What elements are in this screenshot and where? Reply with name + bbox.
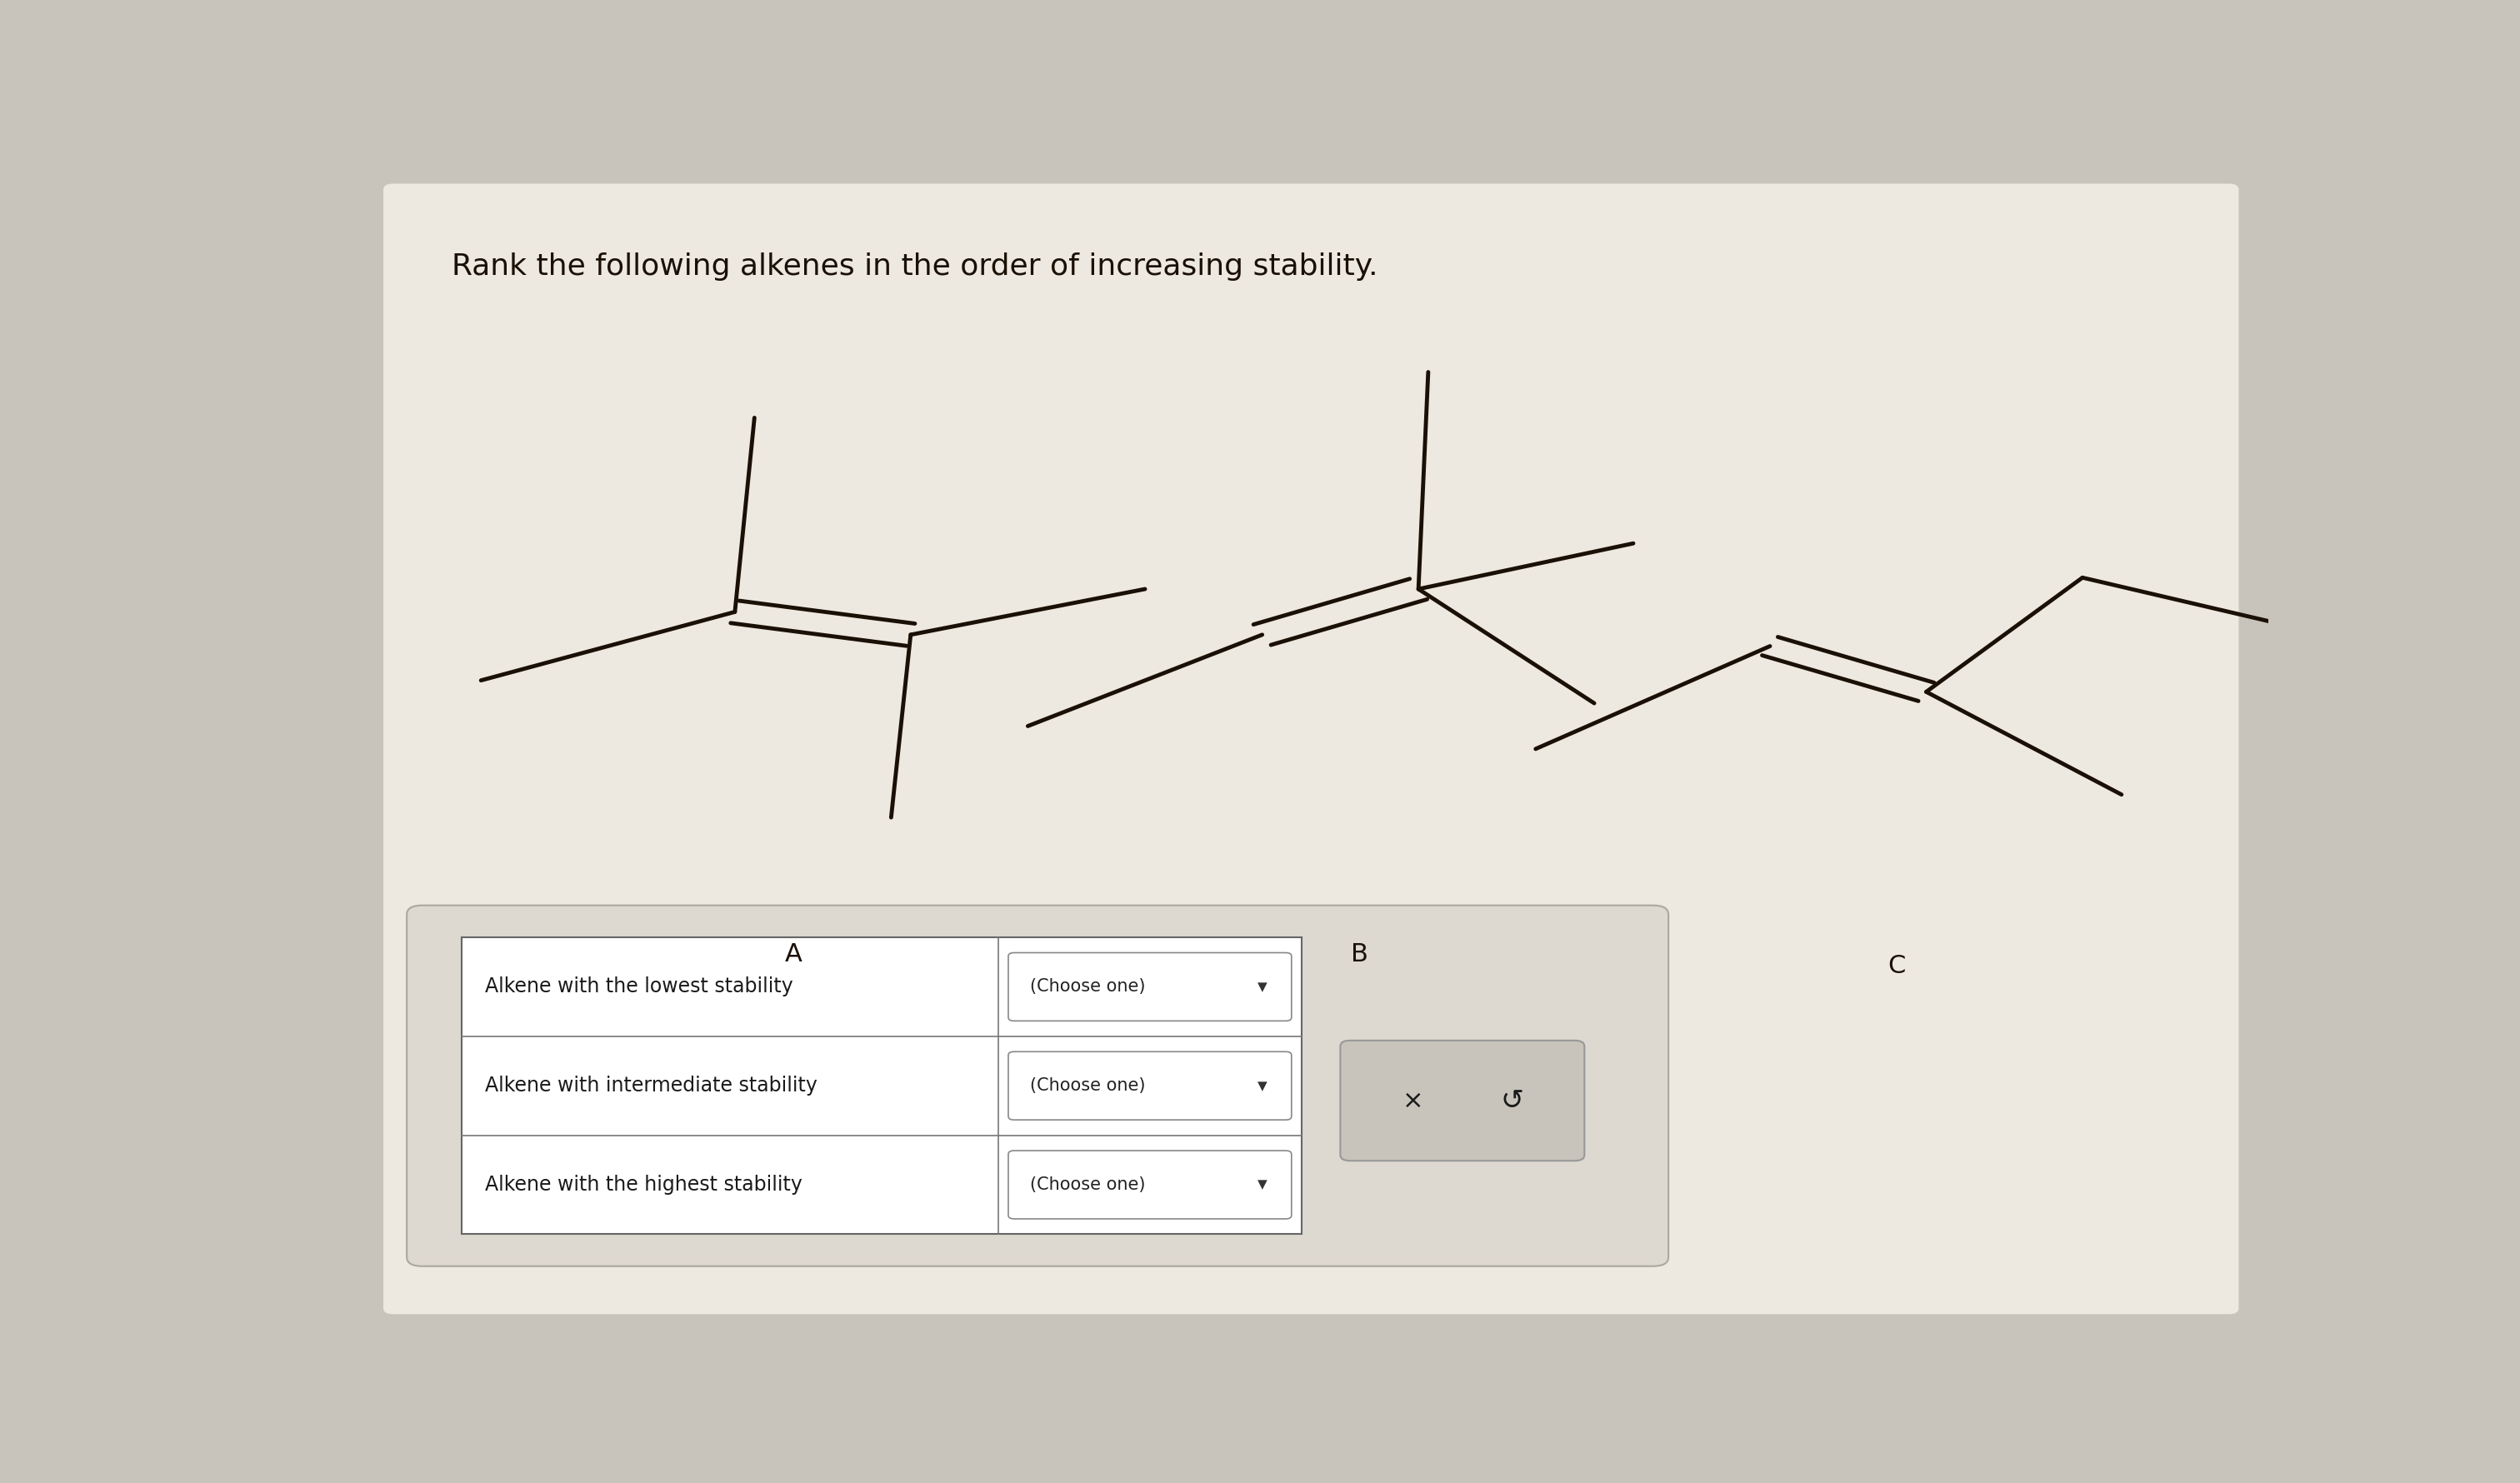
FancyBboxPatch shape — [1341, 1041, 1585, 1161]
Text: Alkene with the highest stability: Alkene with the highest stability — [484, 1175, 801, 1195]
Text: Alkene with the lowest stability: Alkene with the lowest stability — [484, 977, 794, 997]
Bar — [461, 937, 1300, 1234]
FancyBboxPatch shape — [1008, 1051, 1290, 1120]
Text: C: C — [1887, 954, 1905, 977]
Text: B: B — [1351, 942, 1368, 967]
Text: (Choose one): (Choose one) — [1031, 1078, 1144, 1094]
Text: (Choose one): (Choose one) — [1031, 1176, 1144, 1194]
Text: (Choose one): (Choose one) — [1031, 979, 1144, 995]
FancyBboxPatch shape — [1008, 952, 1290, 1020]
FancyBboxPatch shape — [1008, 1151, 1290, 1219]
FancyBboxPatch shape — [383, 184, 2238, 1314]
Text: ▼: ▼ — [1257, 1179, 1268, 1191]
Text: A: A — [784, 942, 801, 967]
FancyBboxPatch shape — [406, 905, 1668, 1266]
Text: ▼: ▼ — [1257, 1080, 1268, 1091]
Text: ×: × — [1401, 1089, 1424, 1112]
Text: Rank the following alkenes in the order of increasing stability.: Rank the following alkenes in the order … — [451, 252, 1378, 280]
Text: Alkene with intermediate stability: Alkene with intermediate stability — [484, 1075, 816, 1096]
Text: ▼: ▼ — [1257, 980, 1268, 994]
Text: ↺: ↺ — [1499, 1087, 1525, 1114]
